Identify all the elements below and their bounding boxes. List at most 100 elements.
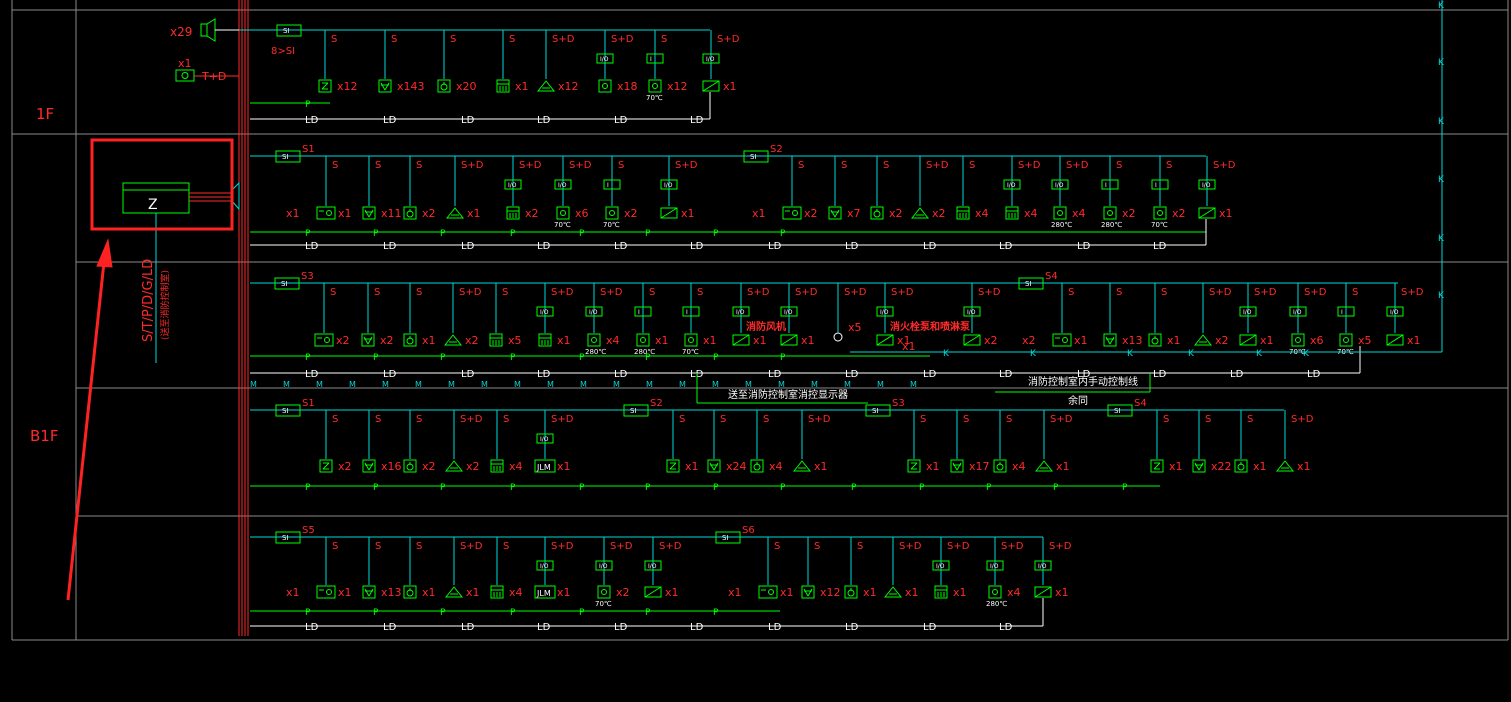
smoke-icon-part bbox=[910, 462, 918, 470]
io-module-label: I/O bbox=[706, 56, 715, 63]
si-box bbox=[1018, 277, 1044, 290]
heat-icon-part bbox=[707, 459, 721, 473]
si-label: SI bbox=[1025, 280, 1032, 288]
p-marker: P bbox=[305, 608, 311, 618]
branch-type-label: S+D bbox=[717, 34, 740, 45]
io-module-label: I/O bbox=[1007, 182, 1016, 189]
manual-icon bbox=[993, 459, 1007, 473]
manual-icon bbox=[750, 459, 764, 473]
branch-type-label: S bbox=[509, 34, 515, 45]
sound-icon-part bbox=[1034, 460, 1054, 472]
device-count: x1 bbox=[752, 207, 766, 220]
manual-icon-part bbox=[870, 206, 884, 220]
ld-marker: LD bbox=[305, 241, 319, 252]
module-icon-part bbox=[963, 334, 981, 346]
smoke-icon bbox=[318, 79, 332, 93]
branch-type-label: S bbox=[375, 160, 381, 171]
p-marker: P bbox=[440, 229, 446, 239]
device-count: x1 bbox=[1297, 460, 1311, 473]
hydrant-icon bbox=[934, 585, 948, 599]
phone-icon-part bbox=[326, 210, 332, 216]
heat-icon-part bbox=[950, 459, 964, 473]
module-icon-part bbox=[644, 586, 662, 598]
device-count: x2 bbox=[466, 460, 480, 473]
io-module-box bbox=[536, 306, 554, 317]
sound-icon-part bbox=[444, 586, 464, 598]
device-count: x20 bbox=[456, 80, 477, 93]
module-icon-part bbox=[660, 207, 678, 219]
smoke-icon bbox=[907, 459, 921, 473]
p-marker: P bbox=[780, 229, 786, 239]
ld-marker: LD bbox=[845, 241, 859, 252]
io-module-box bbox=[1003, 179, 1021, 190]
heat-icon bbox=[378, 79, 392, 93]
io-module-box bbox=[1239, 306, 1257, 317]
branch-type-label: S bbox=[1116, 160, 1122, 171]
damper-icon bbox=[1291, 333, 1305, 347]
heat-icon-part bbox=[363, 336, 369, 345]
p-marker: P bbox=[780, 353, 786, 363]
heat-icon bbox=[361, 333, 375, 347]
branch-type-label: S bbox=[1068, 287, 1074, 298]
phone-icon-part bbox=[314, 333, 334, 347]
branch-type-label: S bbox=[661, 34, 667, 45]
speaker-icon-cone bbox=[206, 18, 216, 42]
device-count: x1 bbox=[753, 334, 767, 347]
fire-control-panel[interactable]: Z bbox=[122, 181, 240, 363]
si-label: SI bbox=[282, 407, 289, 415]
phone-icon-part bbox=[782, 206, 802, 220]
device-count: x2 bbox=[525, 207, 539, 220]
smoke-icon-part bbox=[1153, 462, 1161, 470]
heat-icon-part bbox=[368, 462, 374, 471]
branch-type-label: S+D bbox=[1001, 541, 1024, 552]
module-icon-part bbox=[702, 80, 720, 92]
heat-icon bbox=[1103, 333, 1117, 347]
sound-icon bbox=[910, 207, 930, 219]
io-module-box bbox=[646, 53, 664, 64]
phone-icon bbox=[782, 206, 802, 220]
io-module-box bbox=[1051, 179, 1069, 190]
hydrant-icon bbox=[489, 333, 503, 347]
io-module-box bbox=[660, 179, 678, 190]
phone-icon-part bbox=[1052, 333, 1072, 347]
io-module-box bbox=[1198, 179, 1216, 190]
hydrant-icon bbox=[490, 459, 504, 473]
p-marker: P bbox=[579, 229, 585, 239]
module-icon-part bbox=[732, 334, 750, 346]
floor-label-1f: 1F bbox=[36, 105, 54, 123]
p-marker: P bbox=[579, 353, 585, 363]
heat-icon-part bbox=[380, 82, 386, 91]
ld-marker: LD bbox=[383, 241, 397, 252]
io-module-label: I/O bbox=[736, 309, 745, 316]
p-marker: P bbox=[645, 229, 651, 239]
wave-marker: M bbox=[778, 380, 785, 389]
heat-icon-part bbox=[801, 585, 815, 599]
heat-icon-part bbox=[1194, 462, 1200, 471]
module-icon bbox=[1198, 207, 1216, 219]
device-count: x1 bbox=[1055, 586, 1069, 599]
branch-type-label: S+D bbox=[947, 541, 970, 552]
si-box bbox=[275, 150, 301, 163]
manual-icon bbox=[403, 459, 417, 473]
p-marker: P bbox=[305, 353, 311, 363]
device-count: x1 bbox=[515, 80, 529, 93]
wave-marker: M bbox=[646, 380, 653, 389]
io-module-label: I/O bbox=[540, 436, 549, 443]
device-count: x1 bbox=[557, 334, 571, 347]
damper-icon-part bbox=[587, 333, 601, 347]
wave-marker: M bbox=[811, 380, 818, 389]
ld-marker: LD bbox=[999, 369, 1013, 380]
hydrant-icon-part bbox=[956, 206, 970, 220]
branch-type-label: S bbox=[883, 160, 889, 171]
device-count: x143 bbox=[397, 80, 425, 93]
io-module-box bbox=[596, 53, 614, 64]
hydrant-icon bbox=[538, 333, 552, 347]
ld-marker: LD bbox=[383, 115, 397, 126]
hydrant-icon-part bbox=[490, 459, 504, 473]
branch-type-label: S bbox=[969, 160, 975, 171]
branch-type-label: S+D bbox=[926, 160, 949, 171]
phone-icon-part bbox=[316, 206, 336, 220]
heat-icon bbox=[362, 585, 376, 599]
branch-type-label: S+D bbox=[808, 414, 831, 425]
